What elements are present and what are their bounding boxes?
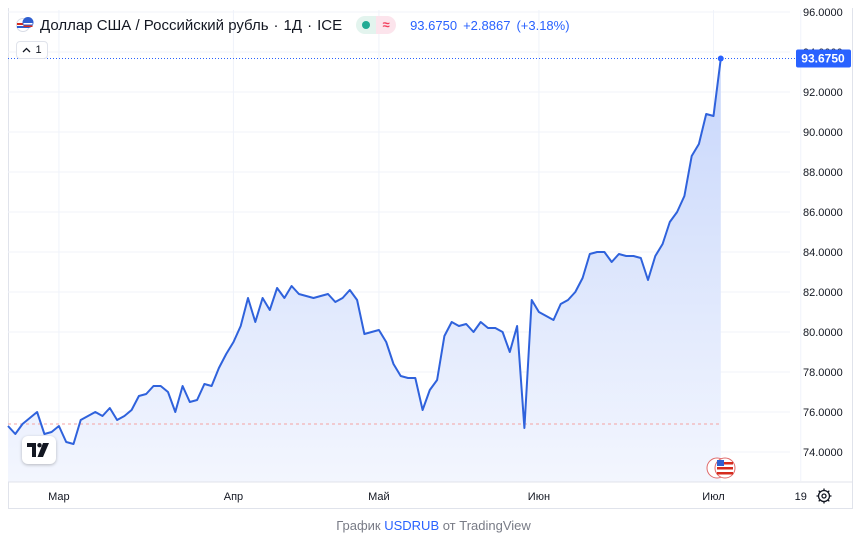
symbol-legend[interactable]: Доллар США / Российский рубль · 1Д · ICE…	[16, 16, 570, 34]
y-tick-label: 82.0000	[803, 287, 843, 299]
exchange-label: ICE	[317, 16, 343, 34]
price-axis[interactable]: 96.000094.000092.000090.000088.000086.00…	[803, 7, 843, 459]
y-tick-label: 76.0000	[803, 407, 843, 419]
legend-collapse-button[interactable]: 1	[16, 41, 48, 59]
x-tick-label: Май	[368, 491, 390, 503]
attribution-footer: График USDRUB от TradingView	[0, 518, 867, 533]
y-tick-label: 86.0000	[803, 207, 843, 219]
usd-rub-flags-icon	[16, 17, 34, 32]
gear-icon[interactable]	[815, 487, 833, 505]
last-price-dot	[717, 55, 724, 62]
delay-icon[interactable]: ≈	[376, 16, 397, 34]
x-tick-label: Мар	[48, 491, 70, 503]
x-tick-label: Июл	[702, 491, 724, 503]
footer-prefix: График	[336, 518, 385, 533]
y-tick-label: 88.0000	[803, 167, 843, 179]
last-price-value: 93.6750	[410, 17, 458, 33]
symbol-name[interactable]: Доллар США / Российский рубль	[40, 16, 269, 34]
x-tick-label: Июн	[528, 491, 550, 503]
price-change-percent: (+3.18%)	[516, 17, 570, 33]
chart-frame	[8, 8, 853, 509]
footer-suffix: от TradingView	[439, 518, 531, 533]
price-change-value: +2.8867	[463, 17, 511, 33]
price-line-series	[7, 58, 722, 445]
last-price-label-text: 93.6750	[801, 52, 845, 66]
price-area-fill	[8, 58, 721, 482]
x-tick-label: 19	[795, 491, 807, 503]
tradingview-logo[interactable]	[22, 436, 56, 464]
y-tick-label: 78.0000	[803, 367, 843, 379]
y-tick-label: 90.0000	[803, 127, 843, 139]
tradingview-logo-icon	[27, 443, 49, 457]
y-tick-label: 92.0000	[803, 87, 843, 99]
time-axis[interactable]: Мар Апр Май Июн Июл 19	[8, 481, 853, 503]
chevron-up-icon	[22, 47, 31, 53]
x-tick-label: Апр	[224, 491, 243, 503]
y-tick-label: 96.0000	[803, 7, 843, 19]
economic-events-flags-icon[interactable]	[706, 457, 736, 479]
symbol-link[interactable]: USDRUB	[384, 518, 440, 533]
y-tick-label: 84.0000	[803, 247, 843, 259]
market-status-icon[interactable]	[356, 16, 377, 34]
interval-label[interactable]: 1Д	[283, 16, 303, 34]
last-price-label: 93.6750	[796, 49, 851, 68]
legend-separator: ·	[307, 16, 313, 34]
indicator-count: 1	[35, 44, 42, 56]
legend-separator: ·	[273, 16, 279, 34]
y-tick-label: 80.0000	[803, 327, 843, 339]
y-tick-label: 74.0000	[803, 447, 843, 459]
